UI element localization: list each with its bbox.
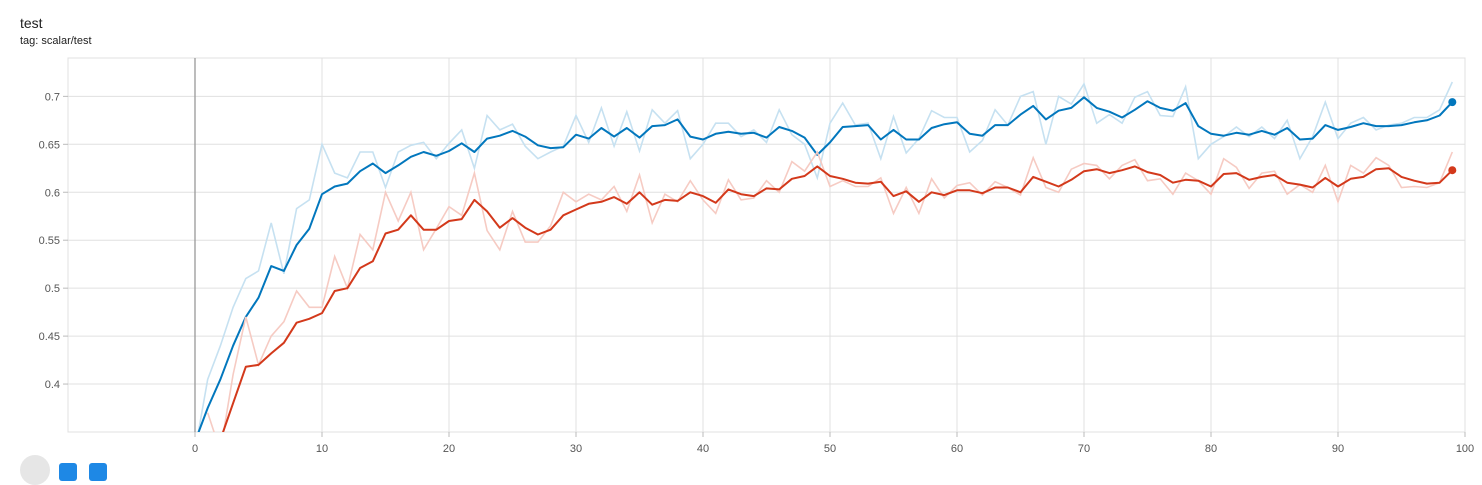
x-tick-label: 100	[1456, 443, 1474, 455]
x-tick-label: 50	[824, 443, 836, 455]
y-tick-label: 0.4	[45, 379, 60, 391]
y-tick-label: 0.55	[39, 235, 60, 247]
x-tick-label: 0	[192, 443, 198, 455]
chart-tag: tag: scalar/test	[20, 35, 92, 47]
series-lines	[197, 81, 1457, 432]
grid	[67, 57, 1466, 433]
expand-icon[interactable]	[20, 455, 50, 485]
x-tick-label: 60	[951, 443, 963, 455]
fit-domain-icon[interactable]	[89, 463, 107, 481]
axes	[63, 58, 1466, 437]
y-tick-label: 0.7	[45, 91, 60, 103]
series-a-end-point	[1448, 98, 1457, 107]
x-tick-label: 70	[1078, 443, 1090, 455]
data-toggle-icon[interactable]	[59, 463, 77, 481]
series-b-end-point	[1448, 166, 1457, 175]
x-tick-label: 30	[570, 443, 582, 455]
x-tick-label: 80	[1205, 443, 1217, 455]
series-b-smoothed-line	[222, 165, 1454, 432]
series-a-smoothed-line	[197, 96, 1454, 432]
y-tick-label: 0.5	[45, 283, 60, 295]
x-tick-label: 20	[443, 443, 455, 455]
series-a-raw-line	[197, 81, 1454, 432]
line-chart[interactable]: 0 10 20 30 40 50 60 70 80 90 100 0.4 0.45 0.5 0.55 0.6 0…	[0, 0, 1482, 467]
x-tick-label: 90	[1332, 443, 1344, 455]
plot-frame	[67, 57, 1466, 433]
series-group	[197, 81, 1454, 432]
x-tick-label: 40	[697, 443, 709, 455]
y-tick-label: 0.45	[39, 331, 60, 343]
y-tick-label: 0.65	[39, 139, 60, 151]
chart-title: test	[20, 15, 43, 31]
tick-labels: 0 10 20 30 40 50 60 70 80 90 100 0.4 0.45 0.5 0.55 0.6 0…	[39, 91, 1475, 455]
y-tick-label: 0.6	[45, 187, 60, 199]
x-tick-label: 10	[316, 443, 328, 455]
series-b-raw-line	[206, 150, 1454, 432]
